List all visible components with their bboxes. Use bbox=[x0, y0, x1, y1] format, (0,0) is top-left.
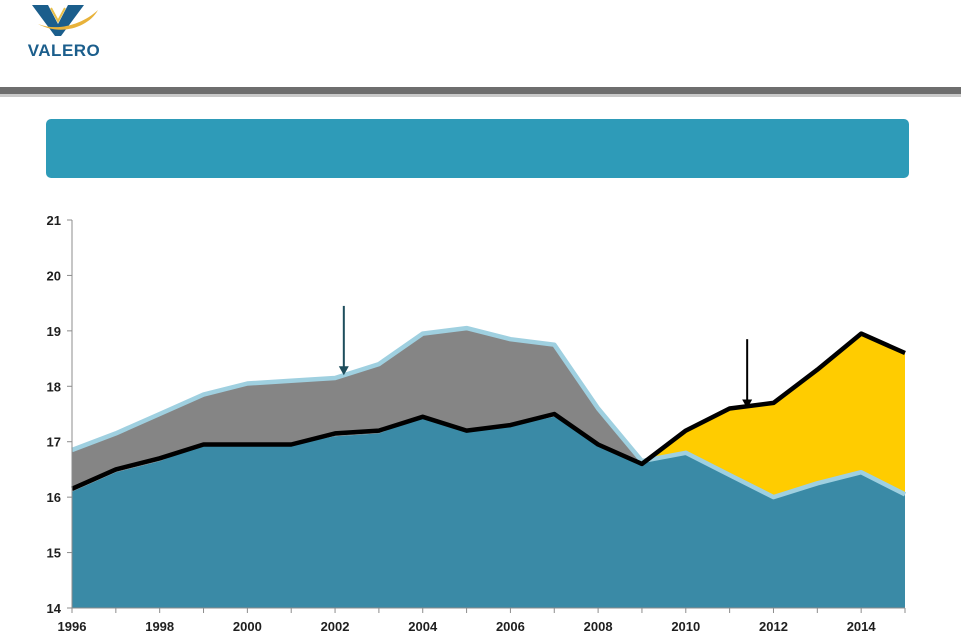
header-divider-shadow bbox=[0, 94, 961, 97]
x-tick-label: 2004 bbox=[408, 619, 438, 634]
x-tick-label: 2014 bbox=[847, 619, 877, 634]
y-tick-label: 14 bbox=[47, 601, 62, 616]
yellow-area bbox=[641, 333, 905, 498]
y-tick-label: 18 bbox=[47, 379, 61, 394]
x-tick-label: 1996 bbox=[58, 619, 87, 634]
x-tick-label: 1998 bbox=[145, 619, 174, 634]
series-lines bbox=[71, 325, 907, 500]
area-fills bbox=[72, 328, 905, 608]
x-tick-label: 2000 bbox=[233, 619, 262, 634]
light-blue-series-line bbox=[71, 325, 907, 500]
teal-area bbox=[72, 416, 905, 608]
gray-area bbox=[72, 328, 905, 498]
y-tick-label: 17 bbox=[47, 435, 61, 450]
y-tick-label: 15 bbox=[47, 546, 61, 561]
logo-v-mark bbox=[32, 5, 84, 36]
annotation-arrow-head bbox=[742, 399, 753, 409]
x-tick-label: 2010 bbox=[671, 619, 700, 634]
x-tick-label: 2002 bbox=[321, 619, 350, 634]
annotation-arrow-head bbox=[338, 366, 349, 376]
black-series-line bbox=[71, 331, 906, 491]
area-chart: 14 15 16 17 18 19 20 21 1996 1998 2000 2002 2004 2006… bbox=[47, 213, 907, 634]
header-divider bbox=[0, 87, 961, 94]
x-tick-label: 2012 bbox=[759, 619, 788, 634]
valero-logo: VALERO bbox=[28, 5, 101, 60]
logo-wordmark: VALERO bbox=[28, 41, 101, 60]
x-tick-label: 2008 bbox=[584, 619, 613, 634]
y-tick-label: 16 bbox=[47, 490, 61, 505]
annotations bbox=[338, 305, 753, 409]
logo-swoosh bbox=[38, 10, 98, 30]
axes: 14 15 16 17 18 19 20 21 1996 1998 2000 2002 2004 2006… bbox=[47, 213, 906, 634]
y-tick-label: 20 bbox=[47, 268, 61, 283]
title-banner bbox=[46, 119, 909, 178]
y-tick-label: 19 bbox=[47, 324, 61, 339]
y-tick-label: 21 bbox=[47, 213, 61, 228]
x-tick-label: 2006 bbox=[496, 619, 525, 634]
logo-v-inner bbox=[50, 7, 66, 24]
